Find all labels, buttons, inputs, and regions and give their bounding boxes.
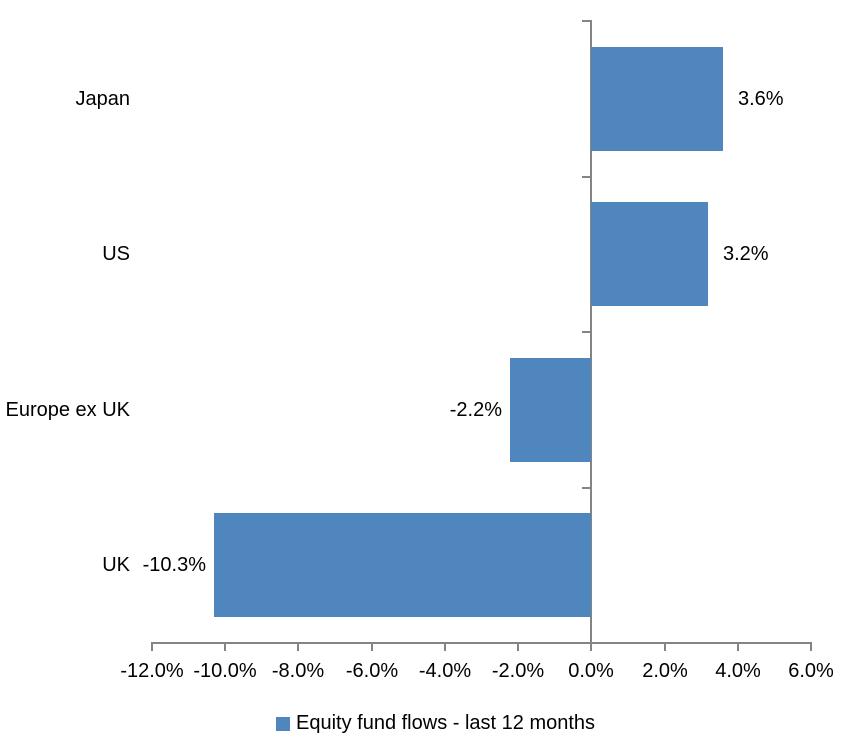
x-axis-tick-label: -6.0% — [345, 660, 399, 682]
x-axis-tick — [297, 643, 299, 651]
bar-uk — [214, 513, 591, 617]
y-axis-tick — [582, 331, 590, 333]
x-axis-tick-label: 2.0% — [642, 660, 688, 682]
x-axis-tick — [737, 643, 739, 651]
x-axis-tick-label: -8.0% — [271, 660, 325, 682]
x-axis-tick — [224, 643, 226, 651]
data-label: 3.6% — [738, 88, 784, 110]
x-axis-tick — [444, 643, 446, 651]
x-axis-tick — [151, 643, 153, 651]
legend: Equity fund flows - last 12 months — [276, 711, 595, 735]
y-axis-tick — [582, 20, 590, 22]
x-axis-line — [151, 642, 812, 644]
x-axis-tick-label: 0.0% — [568, 660, 614, 682]
x-axis-tick-label: 4.0% — [715, 660, 761, 682]
data-label: 3.2% — [723, 243, 769, 265]
x-axis-tick — [517, 643, 519, 651]
x-axis-tick — [590, 643, 592, 651]
x-axis-tick-label: -2.0% — [491, 660, 545, 682]
y-axis-tick — [582, 176, 590, 178]
x-axis-tick-label: -4.0% — [418, 660, 472, 682]
bar-japan — [591, 47, 723, 151]
data-label: -10.3% — [142, 554, 206, 576]
data-label: -2.2% — [449, 399, 502, 421]
category-label: US — [102, 243, 130, 265]
x-axis-tick-label: -12.0% — [120, 660, 184, 682]
category-label: Japan — [75, 88, 131, 110]
x-axis-tick — [664, 643, 666, 651]
x-axis-tick — [810, 643, 812, 651]
category-label: Europe ex UK — [5, 399, 130, 421]
y-axis-tick — [582, 487, 590, 489]
legend-series-label: Equity fund flows - last 12 months — [296, 712, 596, 734]
x-axis-tick — [371, 643, 373, 651]
x-axis-tick-label: 6.0% — [788, 660, 834, 682]
y-axis-tick — [582, 642, 590, 644]
category-label: UK — [102, 554, 130, 576]
x-axis-tick-label: -10.0% — [193, 660, 257, 682]
y-axis-line — [590, 20, 592, 651]
bar-us — [591, 202, 708, 306]
bar-europe-ex-uk — [510, 358, 591, 462]
legend-series-swatch-icon — [276, 716, 290, 731]
